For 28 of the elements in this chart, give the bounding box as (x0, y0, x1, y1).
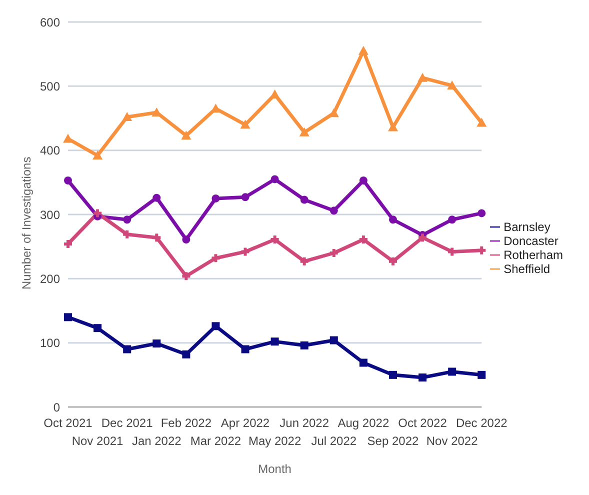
x-tick-label: Jan 2022 (132, 434, 182, 448)
x-tick-label: May 2022 (248, 434, 302, 448)
legend-label: Doncaster (504, 234, 558, 248)
y-axis-title: Number of Investigations (19, 156, 34, 290)
x-tick-label: Oct 2021 (44, 416, 93, 430)
y-tick-label: 200 (40, 272, 60, 286)
x-axis-title: Month (258, 462, 292, 476)
x-tick-label: Nov 2021 (72, 434, 124, 448)
x-tick-label: Dec 2021 (101, 416, 154, 430)
legend-label: Barnsley (504, 220, 550, 234)
legend-label: Rotherham (504, 248, 563, 262)
x-tick-label: Nov 2022 (426, 434, 478, 448)
x-tick-label: Apr 2022 (220, 416, 270, 430)
legend-label: Sheffield (504, 262, 550, 276)
y-tick-label: 300 (40, 208, 60, 222)
y-tick-label: 100 (40, 336, 60, 350)
y-tick-label: 600 (40, 15, 60, 30)
y-tick-label: 0 (53, 400, 60, 414)
x-tick-label: Aug 2022 (338, 416, 390, 430)
x-tick-label: Oct 2022 (398, 416, 448, 430)
x-tick-label: Mar 2022 (190, 434, 242, 448)
y-tick-label: 500 (40, 79, 60, 94)
x-tick-label: Feb 2022 (160, 416, 212, 430)
x-tick-label: Jun 2022 (280, 416, 330, 430)
x-tick-label: Dec 2022 (456, 416, 508, 430)
x-tick-label: Jul 2022 (311, 434, 357, 448)
x-tick-label: Sep 2022 (367, 434, 420, 448)
y-tick-label: 400 (40, 144, 60, 158)
